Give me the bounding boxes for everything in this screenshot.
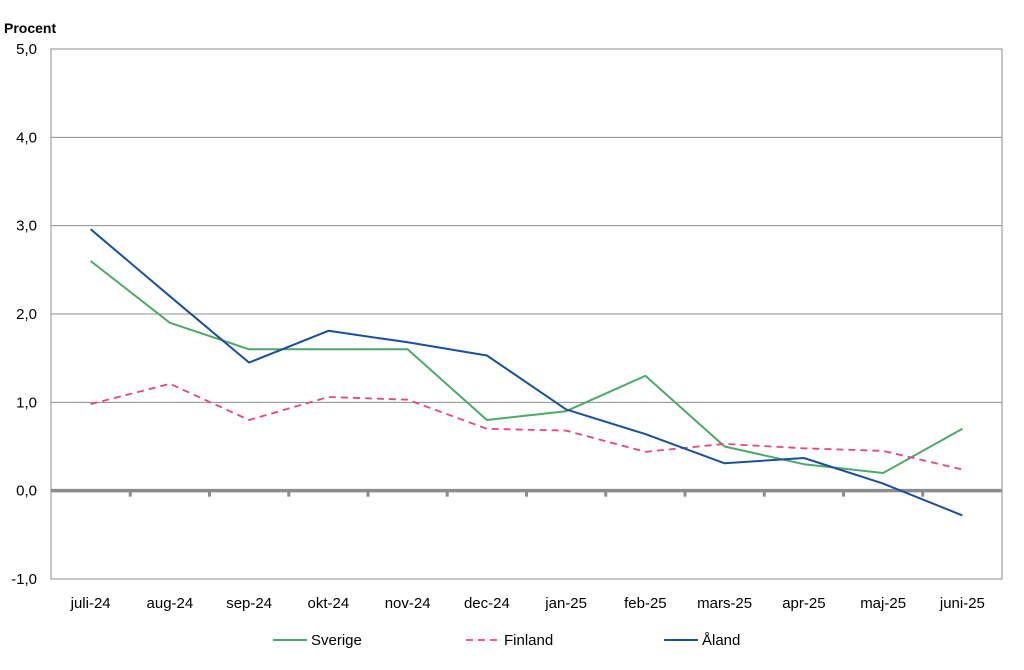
x-tick-label: juli-24 <box>70 595 111 612</box>
zero-axis <box>51 488 1002 497</box>
x-tick-label: aug-24 <box>147 595 194 612</box>
y-tick-label: -1,0 <box>11 571 37 588</box>
x-tick-label: juni-25 <box>939 595 985 612</box>
x-tick-label: nov-24 <box>385 595 431 612</box>
x-tick-label: jan-25 <box>544 595 587 612</box>
y-tick-label: 4,0 <box>16 129 37 146</box>
x-tick-label: maj-25 <box>860 595 906 612</box>
x-tick-label: mars-25 <box>697 595 752 612</box>
x-axis-tick-labels: juli-24 aug-24 sep-24 okt-24 nov-24 dec-24 jan… <box>70 595 985 612</box>
series-line-finland <box>90 382 963 471</box>
x-tick-label: feb-25 <box>624 595 667 612</box>
series-line-land <box>89 228 963 517</box>
x-tick-label: apr-25 <box>782 595 825 612</box>
y-tick-label: 1,0 <box>16 394 37 411</box>
series-lines <box>89 228 963 517</box>
x-tick-label: okt-24 <box>308 595 350 612</box>
legend: Sverige Finland Åland <box>273 632 740 649</box>
x-tick-label: sep-24 <box>226 595 272 612</box>
plot-area-border <box>50 48 1003 580</box>
legend-label: Finland <box>504 632 553 649</box>
y-tick-label: 3,0 <box>16 218 37 235</box>
series-line-sverige <box>89 260 963 474</box>
y-axis-title: Procent <box>4 20 56 36</box>
y-tick-label: 5,0 <box>16 41 37 58</box>
y-axis-tick-labels: -1,0 0,0 1,0 2,0 3,0 4,0 5,0 <box>11 41 37 588</box>
x-tick-label: dec-24 <box>464 595 510 612</box>
y-tick-label: 2,0 <box>16 306 37 323</box>
legend-label: Sverige <box>311 632 362 649</box>
y-tick-label: 0,0 <box>16 483 37 500</box>
legend-label: Åland <box>702 632 740 649</box>
